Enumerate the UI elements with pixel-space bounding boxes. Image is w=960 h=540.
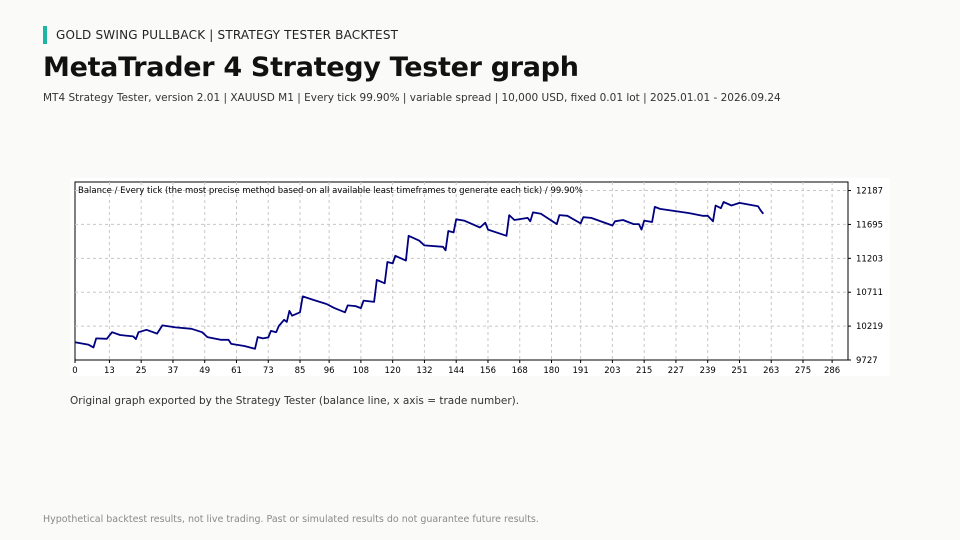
x-tick-label: 37	[168, 366, 179, 376]
x-tick-label: 215	[636, 366, 652, 376]
x-tick-label: 13	[104, 366, 115, 376]
disclaimer: Hypothetical backtest results, not live …	[43, 514, 539, 525]
accent-bar	[43, 26, 47, 44]
y-tick-label: 10711	[856, 288, 883, 298]
y-tick-label: 9727	[856, 356, 878, 366]
kicker-text: GOLD SWING PULLBACK | STRATEGY TESTER BA…	[56, 28, 399, 42]
x-tick-label: 191	[573, 366, 589, 376]
x-tick-label: 85	[295, 366, 306, 376]
x-tick-label: 0	[72, 366, 77, 376]
page-subtitle: MT4 Strategy Tester, version 2.01 | XAUU…	[43, 92, 781, 104]
balance-line	[74, 201, 765, 350]
x-tick-label: 156	[480, 366, 496, 376]
x-tick-label: 108	[353, 366, 369, 376]
x-tick-label: 203	[604, 366, 620, 376]
x-tick-label: 73	[263, 366, 274, 376]
plot-frame	[74, 181, 849, 361]
chart-title: Balance / Every tick (the most precise m…	[78, 186, 583, 196]
kicker: GOLD SWING PULLBACK | STRATEGY TESTER BA…	[43, 26, 398, 44]
x-tick-label: 263	[763, 366, 779, 376]
balance-chart: 0 13 25 37 49 61 73 85 96 108 120 132 144 156 168 180 19…	[70, 178, 890, 376]
x-tick-label: 25	[136, 366, 147, 376]
x-tick-label: 49	[199, 366, 210, 376]
x-tick-label: 96	[324, 366, 335, 376]
page-title: MetaTrader 4 Strategy Tester graph	[43, 52, 579, 83]
chart-caption: Original graph exported by the Strategy …	[70, 395, 520, 407]
x-tick-label: 239	[700, 366, 716, 376]
x-tick-label: 168	[512, 366, 528, 376]
x-tick-label: 120	[385, 366, 401, 376]
y-tick-label: 11203	[856, 254, 883, 264]
x-tick-label: 251	[731, 366, 747, 376]
x-tick-label: 227	[668, 366, 684, 376]
x-tick-label: 144	[448, 366, 464, 376]
x-tick-label: 286	[824, 366, 840, 376]
y-tick-label: 12187	[856, 187, 883, 197]
y-tick-label: 10219	[856, 322, 883, 332]
x-tick-label: 61	[231, 366, 242, 376]
x-tick-label: 275	[795, 366, 811, 376]
y-tick-label: 11695	[856, 220, 883, 230]
balance-chart-svg: 0 13 25 37 49 61 73 85 96 108 120 132 144 156 168 180 19…	[72, 181, 883, 376]
x-tick-label: 180	[543, 366, 559, 376]
x-tick-label: 132	[416, 366, 432, 376]
